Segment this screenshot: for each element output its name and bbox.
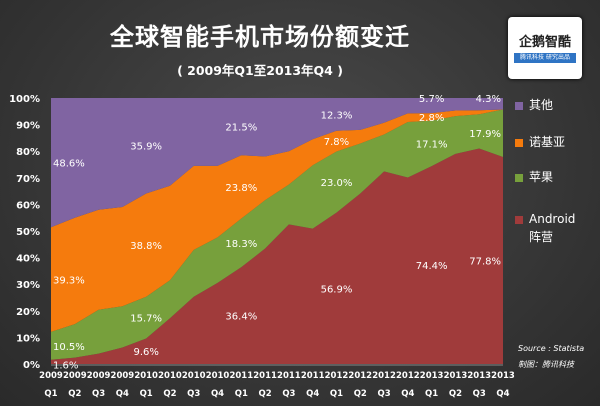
data-label: 1.6% — [53, 361, 78, 372]
legend-swatch — [515, 139, 523, 147]
x-tick-quarter: Q1 — [425, 389, 438, 399]
x-tick-quarter: Q3 — [377, 389, 390, 399]
legend-item: 其他 — [515, 98, 553, 114]
x-tick-year: 2009 — [111, 371, 135, 381]
y-tick-label: 80% — [16, 147, 40, 158]
logo-name: 企鹅智酷 — [518, 35, 571, 50]
logo: 企鹅智酷 腾讯科技 研究出品 — [508, 17, 582, 79]
data-label: 4.3% — [476, 94, 501, 105]
legend-swatch — [515, 216, 523, 224]
x-tick-quarter: Q2 — [163, 389, 176, 399]
data-label: 48.6% — [53, 159, 85, 170]
data-label: 23.8% — [225, 183, 257, 194]
x-tick-quarter: Q4 — [211, 389, 224, 399]
x-tick-quarter: Q1 — [140, 389, 153, 399]
legend-label: Android 阵营 — [529, 212, 576, 244]
x-tick-year: 2013 — [467, 371, 491, 381]
data-label: 7.8% — [324, 137, 349, 148]
data-label: 18.3% — [225, 239, 257, 250]
data-label: 21.5% — [225, 123, 257, 134]
legend-swatch — [515, 102, 523, 110]
y-tick-label: 60% — [16, 200, 40, 211]
legend-label: 苹果 — [529, 170, 554, 184]
x-tick-year: 2011 — [229, 371, 253, 381]
x-tick-year: 2009 — [39, 371, 63, 381]
logo-tagline: 腾讯科技 研究出品 — [514, 53, 576, 63]
x-tick-year: 2011 — [253, 371, 277, 381]
x-tick-quarter: Q4 — [401, 389, 414, 399]
chart-title: 全球智能手机市场份额变迁 — [110, 23, 410, 51]
y-tick-label: 30% — [16, 280, 40, 291]
area-Android阵营 — [51, 148, 503, 364]
x-tick-quarter: Q4 — [306, 389, 319, 399]
y-tick-label: 100% — [9, 94, 40, 105]
x-tick-quarter: Q1 — [330, 389, 343, 399]
data-label: 38.8% — [130, 241, 162, 252]
legend-item: Android 阵营 — [515, 212, 575, 246]
y-tick-label: 70% — [16, 174, 40, 185]
x-tick-quarter: Q4 — [496, 389, 509, 399]
data-label: 15.7% — [130, 314, 162, 325]
x-tick-quarter: Q2 — [259, 389, 272, 399]
x-tick-year: 2012 — [325, 371, 349, 381]
data-label: 17.1% — [416, 139, 448, 150]
credit-text: 制图：腾讯科技 — [518, 360, 574, 369]
data-label: 77.8% — [469, 257, 501, 268]
area-诺基亚 — [51, 109, 503, 332]
data-label: 2.8% — [419, 113, 444, 124]
data-label: 17.9% — [469, 129, 501, 140]
y-tick-label: 0% — [23, 360, 40, 371]
x-tick-quarter: Q1 — [235, 389, 248, 399]
y-tick-label: 20% — [16, 307, 40, 318]
area-苹果 — [51, 109, 503, 360]
y-tick-label: 90% — [16, 121, 40, 132]
x-tick-quarter: Q2 — [449, 389, 462, 399]
source-text: Source : Statista — [518, 344, 585, 353]
data-label: 74.4% — [416, 261, 448, 272]
x-tick-year: 2013 — [491, 371, 515, 381]
x-tick-year: 2009 — [63, 371, 87, 381]
x-tick-year: 2012 — [372, 371, 396, 381]
y-tick-label: 50% — [16, 227, 40, 238]
legend-item: 诺基亚 — [515, 135, 565, 151]
x-tick-quarter: Q1 — [44, 389, 57, 399]
x-tick-quarter: Q4 — [116, 389, 129, 399]
data-label: 39.3% — [53, 276, 85, 287]
x-tick-year: 2010 — [182, 371, 206, 381]
data-label: 23.0% — [321, 178, 353, 189]
data-label: 56.9% — [321, 284, 353, 295]
data-label: 10.5% — [53, 342, 85, 353]
legend-swatch — [515, 174, 523, 182]
legend-label: 诺基亚 — [529, 135, 566, 149]
x-tick-quarter: Q2 — [354, 389, 367, 399]
x-tick-year: 2011 — [277, 371, 301, 381]
data-label: 5.7% — [419, 94, 444, 105]
x-tick-year: 2013 — [420, 371, 444, 381]
area-其他 — [51, 98, 503, 228]
data-label: 9.6% — [133, 347, 158, 358]
legend-item: 苹果 — [515, 170, 553, 186]
data-label: 35.9% — [130, 142, 162, 153]
x-tick-quarter: Q3 — [282, 389, 295, 399]
y-tick-label: 10% — [16, 333, 40, 344]
legend-label: 其他 — [529, 98, 554, 112]
x-tick-quarter: Q3 — [187, 389, 200, 399]
y-tick-label: 40% — [16, 254, 40, 265]
x-tick-year: 2010 — [206, 371, 230, 381]
x-tick-year: 2010 — [158, 371, 182, 381]
chart-subtitle: ( 2009年Q1至2013年Q4 ) — [177, 63, 343, 78]
data-label: 36.4% — [225, 312, 257, 323]
x-tick-year: 2012 — [348, 371, 372, 381]
x-tick-quarter: Q3 — [473, 389, 486, 399]
x-tick-quarter: Q2 — [68, 389, 81, 399]
x-tick-year: 2009 — [87, 371, 111, 381]
x-tick-year: 2013 — [444, 371, 468, 381]
data-label: 12.3% — [321, 110, 353, 121]
x-tick-year: 2010 — [134, 371, 158, 381]
x-tick-year: 2012 — [396, 371, 420, 381]
x-tick-quarter: Q3 — [92, 389, 105, 399]
x-tick-year: 2011 — [301, 371, 325, 381]
